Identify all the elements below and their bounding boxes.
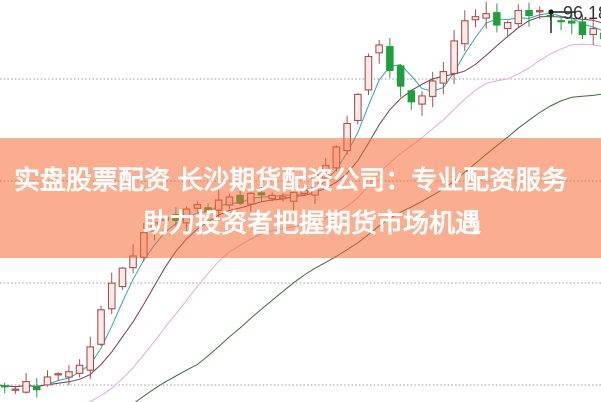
svg-text:96.18: 96.18 xyxy=(563,3,601,23)
